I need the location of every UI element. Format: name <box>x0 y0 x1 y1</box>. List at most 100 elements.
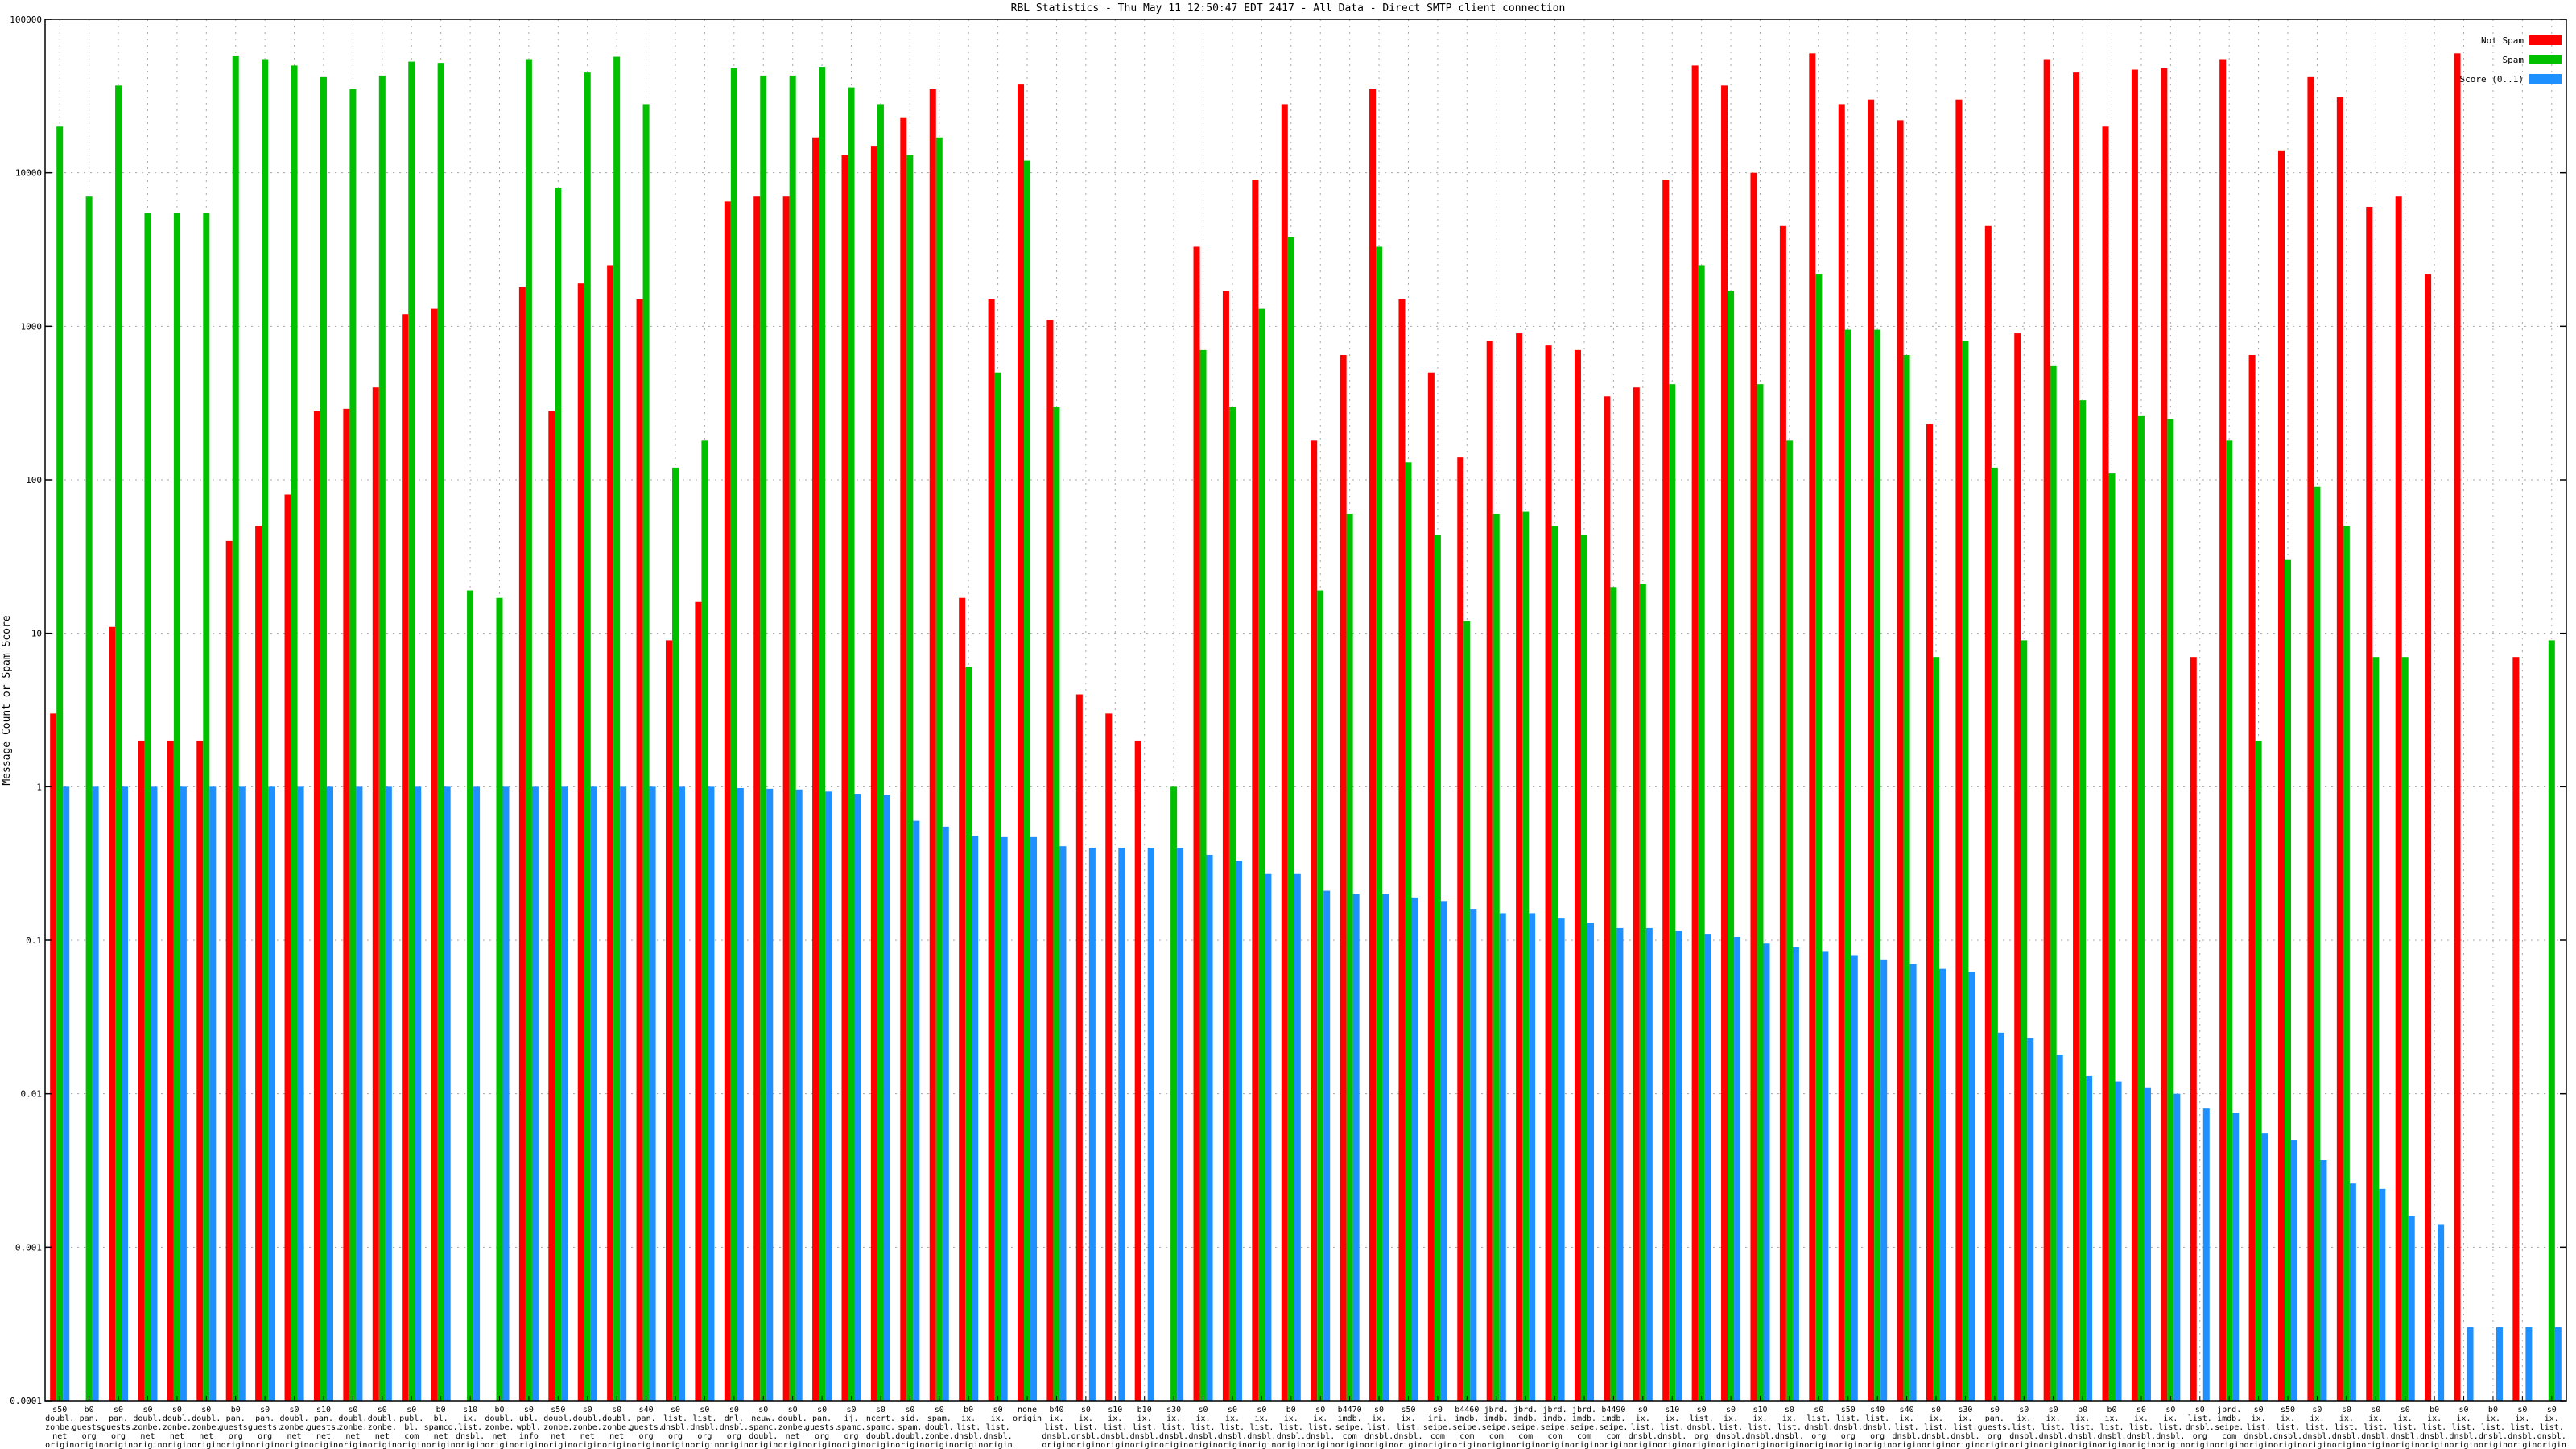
x-tick-label-line: org <box>82 1432 97 1441</box>
bar-score-0-1- <box>590 786 597 1401</box>
x-tick-label-line: origin <box>2537 1441 2566 1449</box>
bar-score-0-1- <box>2144 1087 2151 1401</box>
x-tick-label-line: com <box>1577 1432 1591 1441</box>
x-tick-label-line: spamco. <box>424 1423 458 1432</box>
x-tick-label: s0 ix. list. dnsbl. origin <box>1071 1406 1100 1449</box>
x-tick-label-line: dnsbl. <box>2127 1432 2156 1441</box>
x-tick-label-line: origin <box>1423 1441 1452 1449</box>
x-tick-label-line: origin <box>1364 1441 1393 1449</box>
x-tick-label-line: s0 <box>1990 1406 2000 1414</box>
x-tick-label-line: org <box>1988 1432 2002 1441</box>
x-tick-label-line: info <box>519 1432 539 1441</box>
x-tick-label: b40 ix. list. dnsbl. origin <box>1042 1406 1071 1449</box>
x-tick-label-line: com <box>1606 1432 1620 1441</box>
x-tick-label-line: jbrd. <box>2217 1406 2241 1414</box>
x-tick-label-line: s0 <box>583 1406 592 1414</box>
x-tick-label: s0 ix. list. dnsbl. origin <box>2537 1406 2566 1449</box>
x-tick-label: s0 doubl. zonbe. net origin <box>279 1406 308 1449</box>
bar-spam <box>1669 384 1676 1402</box>
x-tick-label-line: jbrd. <box>1513 1406 1538 1414</box>
bar-score-0-1- <box>1909 964 1917 1401</box>
x-tick-label-line: b4490 <box>1601 1406 1625 1414</box>
x-tick-label-line: ix. <box>1196 1414 1211 1423</box>
bar-score-0-1- <box>1059 846 1067 1401</box>
x-tick-label: s50 ix. list. dnsbl. origin <box>1393 1406 1422 1449</box>
bar-score-0-1- <box>2438 1224 2445 1401</box>
x-tick-label-line: dnsbl. <box>1100 1432 1129 1441</box>
x-tick-label-line: doubl. <box>133 1414 162 1423</box>
x-tick-label-line: bl. <box>434 1414 448 1423</box>
x-tick-label-line: origin <box>2009 1441 2038 1449</box>
x-tick-label: s10 ix. list. dnsbl. origin <box>1745 1406 1774 1449</box>
x-tick-label-line: net <box>434 1432 448 1441</box>
x-tick-label-line: doubl. <box>163 1414 192 1423</box>
x-tick-label-line: ix. <box>1166 1414 1181 1423</box>
x-tick-label-line: origin <box>749 1441 778 1449</box>
x-tick-label-line: dnl. <box>724 1414 744 1423</box>
x-tick-label-line: list. <box>2363 1423 2388 1432</box>
x-tick-label-line: b0 <box>964 1406 973 1414</box>
x-tick-label: s0 ix. list. dnsbl. origin <box>1775 1406 1804 1449</box>
x-tick-label-line: origin <box>2215 1441 2244 1449</box>
bar-score-0-1- <box>2496 1327 2503 1401</box>
bar-spam <box>1522 511 1530 1401</box>
x-tick-label: s0 spam. doubl. zonbe. origin <box>925 1406 954 1449</box>
bar-spam <box>1698 265 1705 1401</box>
bar-not-spam <box>2219 59 2227 1402</box>
x-tick-label-line: ix. <box>2134 1414 2149 1423</box>
x-tick-label-line: list. <box>2276 1423 2300 1432</box>
x-tick-label-line: guests. <box>307 1423 341 1432</box>
bar-spam <box>2021 640 2028 1401</box>
y-ticks: 0.0001 0.001 0.01 0.1 1 10 100 1000 10000 100000 <box>10 14 2566 1406</box>
bar-not-spam <box>196 740 204 1401</box>
x-tick-label-line: net <box>375 1432 390 1441</box>
bar-spam <box>232 56 239 1401</box>
x-tick-label-line: s0 <box>2165 1406 2175 1414</box>
x-tick-label: b0 pan. guests. org origin <box>219 1406 253 1449</box>
x-tick-label-line: s0 <box>2049 1406 2058 1414</box>
x-tick-label-line: list. <box>1924 1423 1948 1432</box>
x-tick-label-line: dnsbl. <box>2302 1432 2331 1441</box>
x-tick-label-line: origin <box>807 1441 836 1449</box>
x-tick-label-line: net <box>786 1432 800 1441</box>
y-tick-label: 100 <box>26 475 42 485</box>
x-tick-label-line: b0 <box>494 1406 504 1414</box>
x-tick-label-line: ix. <box>1254 1414 1269 1423</box>
x-tick-label-line: s0 <box>524 1406 534 1414</box>
x-tick-label-line: seipe. <box>1540 1423 1569 1432</box>
bar-score-0-1- <box>2525 1327 2533 1401</box>
x-tick-label-line: net <box>170 1432 184 1441</box>
x-tick-label: s10 ix. list. dnsbl. origin <box>1100 1406 1129 1449</box>
x-tick-label-line: dnsbl. <box>1804 1423 1833 1432</box>
x-tick-label-line: s10 <box>463 1406 477 1414</box>
x-tick-label-line: doubl. <box>778 1414 807 1423</box>
x-tick-label-line: dnsbl. <box>661 1423 690 1432</box>
x-tick-label-line: pan. <box>226 1414 246 1423</box>
bar-score-0-1- <box>385 786 392 1401</box>
bar-score-0-1- <box>2086 1075 2093 1401</box>
bar-not-spam <box>1134 740 1141 1401</box>
x-tick-label-line: spam. <box>898 1423 922 1432</box>
bar-not-spam <box>636 299 643 1402</box>
bar-spam <box>2079 400 2087 1401</box>
x-tick-label: s0 pan. guests. org origin <box>248 1406 282 1449</box>
x-tick-label-line: s30 <box>1958 1406 1972 1414</box>
x-tick-label: s0 ix. list. dnsbl. origin <box>2332 1406 2361 1449</box>
x-tick-label-line: origin <box>2479 1441 2508 1449</box>
bar-spam <box>2343 526 2350 1401</box>
bar-not-spam <box>2454 53 2461 1401</box>
x-tick-label-line: guests. <box>1978 1423 2012 1432</box>
bar-spam <box>848 87 855 1402</box>
x-tick-label-line: s0 <box>1638 1406 1648 1414</box>
x-tick-label-line: origin <box>543 1441 572 1449</box>
x-tick-label: s30 ix. list. dnsbl. origin <box>1159 1406 1188 1449</box>
x-tick-label-line: origin <box>1804 1441 1833 1449</box>
x-tick-label-line: origin <box>2097 1441 2126 1449</box>
x-tick-label-line: org <box>258 1432 272 1441</box>
y-tick-label: 0.0001 <box>10 1396 42 1406</box>
x-tick-label: s0 list. dnsbl. org origin <box>2186 1406 2215 1449</box>
x-tick-label-line: list. <box>1660 1423 1684 1432</box>
x-tick-label-line: ix. <box>1752 1414 1767 1423</box>
x-tick-label-line: origin <box>1277 1441 1306 1449</box>
